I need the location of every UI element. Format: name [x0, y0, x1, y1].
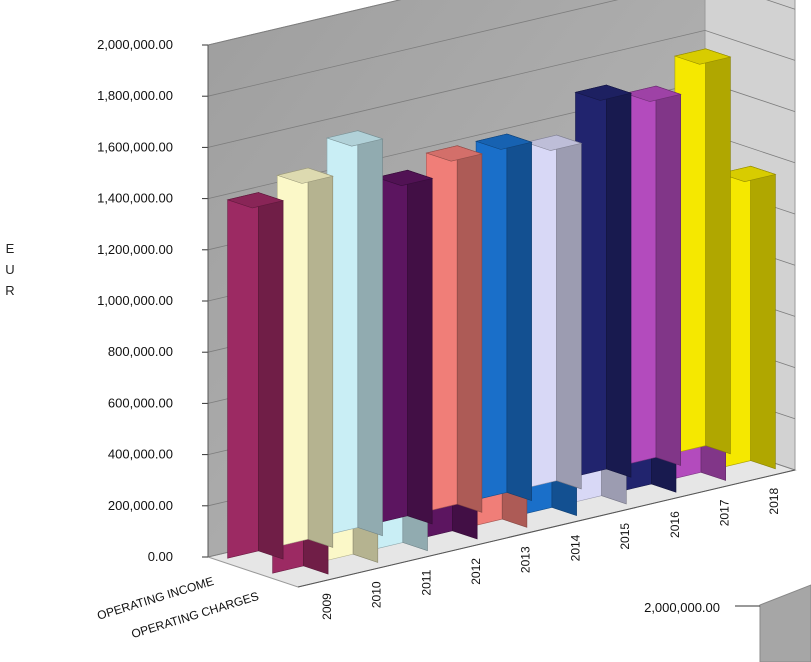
- bar: [524, 134, 583, 490]
- bar-top: [375, 169, 434, 187]
- bar-top: [524, 134, 583, 151]
- bar-side: [750, 165, 776, 470]
- bar-side: [556, 134, 582, 490]
- bar-front: [227, 192, 259, 559]
- y-tick-label: 1,800,000.00: [97, 88, 173, 103]
- bar-side: [456, 145, 483, 513]
- inset-chart-fragment: 2,000,000.00: [644, 584, 811, 662]
- y-tick-label: 1,600,000.00: [97, 139, 173, 154]
- y-tick-label: 2,000,000.00: [97, 37, 173, 52]
- series-label: 2012: [469, 558, 483, 585]
- bar-side: [506, 133, 532, 502]
- bar-side: [705, 48, 731, 455]
- bar: [375, 169, 434, 525]
- y-axis-label-letter: U: [5, 262, 14, 277]
- y-tick-label: 400,000.00: [108, 447, 173, 462]
- y-tick-label: 800,000.00: [108, 344, 173, 359]
- gridline: [207, 29, 796, 148]
- series-label: 2009: [320, 593, 334, 620]
- bar: [276, 167, 334, 548]
- bar: [574, 84, 633, 478]
- series-label: 2011: [419, 569, 433, 595]
- y-tick-label: 0.00: [148, 549, 173, 564]
- bar-top: [276, 167, 334, 184]
- series-label: 2017: [717, 499, 731, 526]
- series-label: 2014: [568, 534, 582, 561]
- inset-tick-label: 2,000,000.00: [644, 600, 720, 615]
- series-label: 2010: [370, 581, 384, 608]
- bar: [226, 192, 285, 560]
- bar-side: [258, 192, 284, 560]
- y-axis-ticks: 0.00 200,000.00 400,000.00 600,000.00 800,00…: [97, 37, 209, 564]
- bar-side: [605, 84, 632, 478]
- bar-top: [226, 192, 285, 209]
- bar-side: [655, 85, 682, 466]
- bar-top: [325, 130, 384, 147]
- bars: [226, 48, 777, 575]
- bar-side: [407, 169, 433, 525]
- bar-top: [673, 48, 732, 65]
- series-label: 2015: [618, 523, 632, 550]
- bar-top: [718, 165, 777, 183]
- y-axis-label-letter: E: [6, 241, 15, 256]
- bar-top: [475, 133, 533, 150]
- gridline: [207, 0, 796, 97]
- bar-top: [574, 84, 633, 101]
- y-tick-label: 600,000.00: [108, 395, 173, 410]
- series-label: 2016: [668, 511, 682, 538]
- y-axis-label-letter: R: [5, 283, 14, 298]
- bar-top: [624, 85, 682, 102]
- series-label: 2013: [519, 546, 533, 573]
- bar-top: [425, 145, 483, 162]
- bar: [425, 145, 483, 513]
- inset-wall: [759, 584, 811, 662]
- bar-side: [357, 130, 383, 537]
- bar: [475, 133, 533, 502]
- bar: [325, 130, 384, 537]
- bar-side: [307, 167, 334, 548]
- y-axis-label: EUR: [5, 241, 14, 298]
- y-tick-label: 1,200,000.00: [97, 242, 173, 257]
- series-axis-line: [297, 469, 796, 588]
- gridline: [207, 0, 401, 46]
- y-tick-label: 200,000.00: [108, 498, 173, 513]
- y-tick-label: 1,400,000.00: [97, 191, 173, 206]
- y-tick-label: 1,000,000.00: [97, 293, 173, 308]
- bar: [624, 85, 682, 466]
- bar: [673, 48, 732, 455]
- series-label: 2018: [767, 488, 781, 515]
